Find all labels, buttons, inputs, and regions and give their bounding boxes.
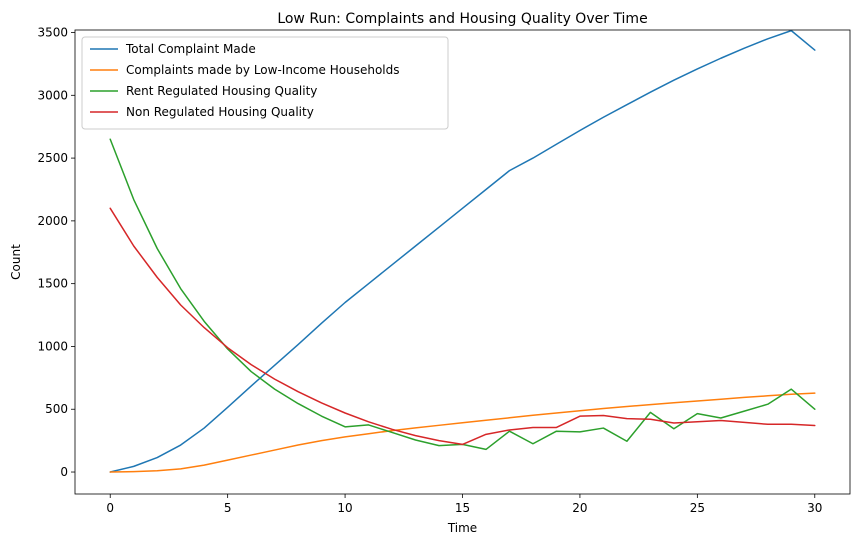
legend-label-2: Complaints made by Low-Income Households [126,63,400,77]
series-line-3 [109,138,816,451]
y-tick-label: 2000 [37,214,68,228]
series-line-4 [109,207,816,446]
y-tick-label: 1000 [37,339,68,353]
y-tick-label: 500 [45,402,68,416]
legend-label-1: Total Complaint Made [125,42,256,56]
x-tick-label: 5 [224,501,232,515]
y-tick-label: 2500 [37,151,68,165]
legend: Total Complaint Made Complaints made by L… [81,36,449,130]
y-axis-label: Count [9,244,23,280]
x-tick-label: 20 [572,501,587,515]
x-tick-label: 10 [337,501,352,515]
x-tick-label: 15 [455,501,470,515]
x-tick-label: 30 [807,501,822,515]
legend-frame [81,36,449,130]
x-tick-label: 0 [106,501,114,515]
y-tick-label: 1500 [37,277,68,291]
y-tick-label: 0 [60,465,68,479]
x-tick-label: 25 [690,501,705,515]
legend-label-3: Rent Regulated Housing Quality [126,84,317,98]
plot-area [109,29,816,473]
legend-label-4: Non Regulated Housing Quality [126,105,314,119]
axes: 0 5 10 15 20 25 30 0 500 1000 1500 2000 2500 3000 3500 [37,26,851,515]
series-line-1 [109,29,816,473]
y-tick-label: 3500 [37,26,68,40]
x-axis-label: Time [447,521,477,535]
y-tick-label: 3000 [37,88,68,102]
series-line-2 [109,392,816,473]
chart-title: Low Run: Complaints and Housing Quality … [277,11,647,27]
